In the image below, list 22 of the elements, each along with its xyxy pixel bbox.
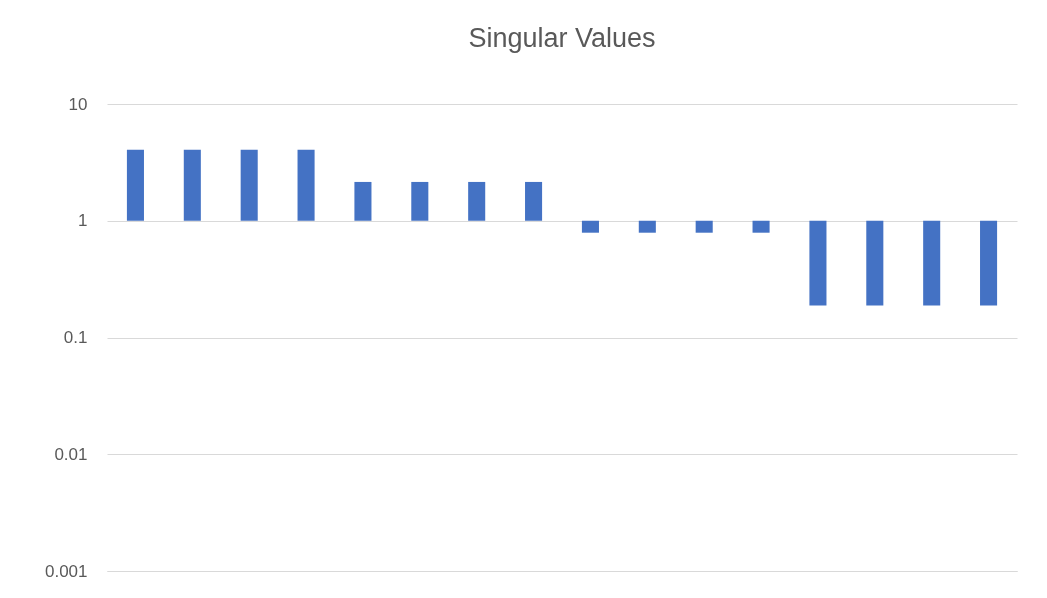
bar (752, 220, 770, 233)
y-tick-label: 10 (68, 94, 88, 114)
bar (695, 220, 713, 233)
bar (297, 149, 315, 221)
bar (581, 220, 599, 233)
y-tick-label: 0.01 (54, 444, 88, 464)
bar (525, 181, 543, 221)
bar (411, 181, 429, 221)
bar (638, 220, 656, 233)
chart-title: Singular Values (468, 23, 656, 53)
bar (468, 181, 486, 221)
bar (980, 220, 998, 306)
bar (354, 181, 372, 221)
bar (240, 149, 258, 221)
bar (126, 149, 144, 221)
y-tick-label: 1 (78, 211, 88, 231)
y-tick-label: 0.001 (44, 561, 88, 581)
bar (183, 149, 201, 221)
bar (923, 220, 941, 306)
bar (809, 220, 827, 306)
y-tick-label: 0.1 (63, 328, 88, 347)
bar (866, 220, 884, 306)
